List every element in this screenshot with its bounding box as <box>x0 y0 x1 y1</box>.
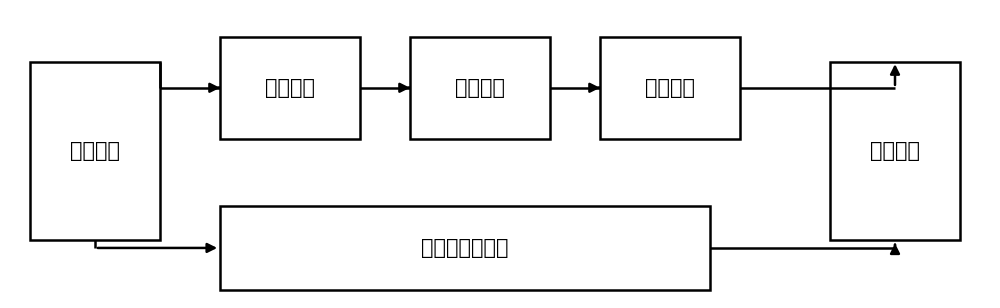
Text: 延时移相: 延时移相 <box>455 78 505 98</box>
Bar <box>30 62 160 240</box>
Bar <box>220 37 360 139</box>
Bar <box>220 206 710 290</box>
Text: 系统标定数据库: 系统标定数据库 <box>421 238 509 258</box>
Text: 接收模块: 接收模块 <box>70 141 120 161</box>
Bar <box>410 37 550 139</box>
Text: 滤波检波: 滤波检波 <box>265 78 315 98</box>
Text: 运算分析: 运算分析 <box>645 78 695 98</box>
Text: 输出模块: 输出模块 <box>870 141 920 161</box>
Bar <box>830 62 960 240</box>
Bar <box>600 37 740 139</box>
